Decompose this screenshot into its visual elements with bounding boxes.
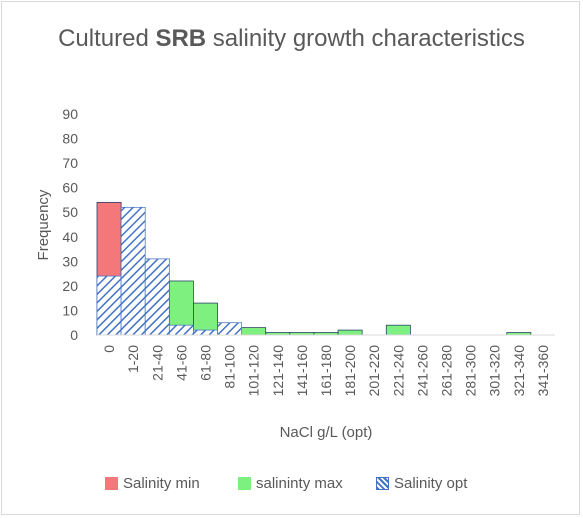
x-tick-label: 41-60 <box>173 345 189 381</box>
bar-salininty-max-221-240 <box>385 324 411 336</box>
x-tick-label: 161-180 <box>318 345 334 397</box>
y-tick-label: 20 <box>62 278 78 294</box>
x-tick-label: 241-260 <box>414 345 430 397</box>
legend-label: Salinity opt <box>394 475 468 492</box>
y-axis-ticks: 0 10 20 30 40 50 60 70 80 90 <box>62 106 78 343</box>
bar-salinity-opt-1-20 <box>120 206 146 336</box>
x-tick-label: 261-280 <box>439 345 455 397</box>
bar-salinity-opt-41-60 <box>168 324 194 336</box>
y-tick-label: 50 <box>62 204 78 220</box>
x-tick-label: 0 <box>101 345 117 353</box>
legend-swatch <box>105 477 118 490</box>
y-tick-label: 10 <box>62 302 78 318</box>
y-tick-label: 0 <box>70 327 78 343</box>
x-tick-label: 61-80 <box>197 345 213 381</box>
bar-salinity-opt-81-100 <box>217 322 243 336</box>
legend-label: salininty max <box>256 475 343 492</box>
y-tick-label: 90 <box>62 106 78 122</box>
chart-title: Cultured SRB salinity growth characteris… <box>58 25 525 52</box>
bars <box>96 202 532 336</box>
bar-salininty-max-101-120 <box>241 327 267 336</box>
bar-salinity-opt-61-80 <box>193 329 218 336</box>
bar-salinity-opt-21-40 <box>144 258 170 336</box>
bar-salininty-max-181-200 <box>337 329 363 336</box>
x-tick-label: 321-340 <box>511 345 527 397</box>
legend-item: Salinity opt <box>376 475 467 492</box>
x-tick-label: 201-220 <box>366 345 382 397</box>
x-tick-label: 81-100 <box>222 345 238 389</box>
legend-swatch <box>376 477 389 490</box>
x-tick-label: 181-200 <box>342 345 358 397</box>
y-tick-label: 40 <box>62 229 78 245</box>
x-tick-label: 121-140 <box>270 345 286 397</box>
y-tick-label: 70 <box>62 155 78 171</box>
x-tick-label: 281-300 <box>463 345 479 397</box>
y-tick-label: 30 <box>62 253 78 269</box>
legend-label: Salinity min <box>123 475 200 492</box>
y-axis-title: Frequency <box>35 189 52 260</box>
x-tick-label: 221-240 <box>390 345 406 397</box>
y-tick-label: 80 <box>62 131 78 147</box>
x-axis-title: NaCl g/L (opt) <box>280 424 373 441</box>
x-tick-label: 21-40 <box>149 345 165 381</box>
x-axis-ticks: 0 1-20 21-40 41-60 61-80 81-100 101-120 121-140… <box>101 345 551 397</box>
chart-plot: 0 10 20 30 40 50 60 70 80 90 0 1-20 21-40 41-60 61-80… <box>35 106 555 441</box>
x-tick-label: 141-160 <box>294 345 310 397</box>
y-tick-label: 60 <box>62 180 78 196</box>
x-tick-label: 301-320 <box>487 345 503 397</box>
x-tick-label: 341-360 <box>535 345 551 397</box>
legend-item: Salinity min <box>105 475 200 492</box>
bar-salinity-opt-0 <box>96 275 122 336</box>
x-tick-label: 1-20 <box>125 345 141 373</box>
legend-item: salininty max <box>238 475 343 492</box>
legend: Salinity min salininty max Salinity opt <box>0 475 583 497</box>
legend-swatch <box>238 477 251 490</box>
x-tick-label: 101-120 <box>246 345 262 397</box>
